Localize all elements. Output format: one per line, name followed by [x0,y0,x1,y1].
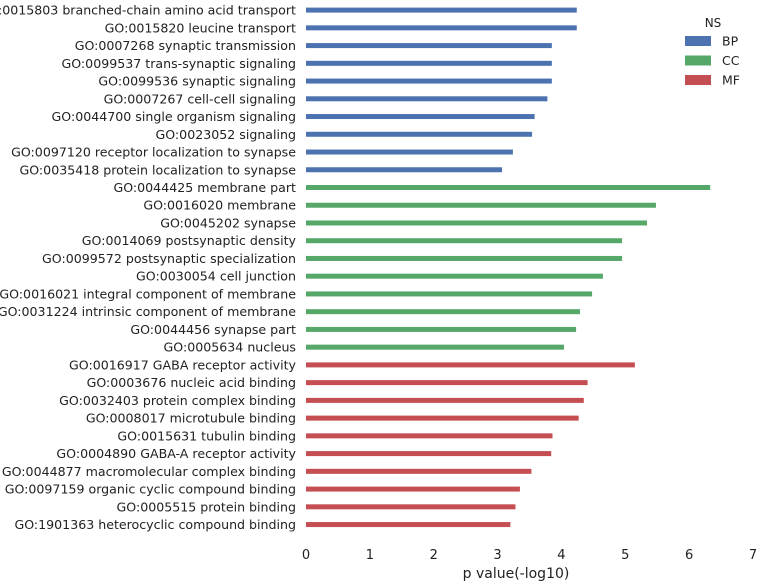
legend-label-bp: BP [722,34,739,49]
bar-bp-3 [306,60,552,66]
legend: NS BP CC MF [685,16,740,88]
bar-mf-0 [306,362,635,368]
bar-mf-1 [306,380,588,386]
bar-bp-0 [306,7,577,13]
bar-cc-0 [306,185,711,190]
bar-bp-1 [306,25,577,31]
bar-bp-2 [306,43,552,49]
category-label: GO:0008017 microtubule binding [86,411,296,426]
category-label: GO:0023052 signaling [155,127,296,142]
bar-bp-9 [306,167,503,173]
x-tick-5: 5 [621,548,629,563]
x-tick-6: 6 [685,548,693,563]
bar-mf-7 [306,486,520,492]
category-label: GO:0044456 synapse part [130,322,296,337]
category-label: GO:0035418 protein localization to synap… [19,162,296,177]
bar-bp-8 [306,149,513,155]
x-tick-2: 2 [430,548,438,563]
category-label: GO:0099537 trans-synaptic signaling [61,56,296,71]
category-label: GO:0097159 organic cyclic compound bindi… [5,482,296,497]
bar-mf-5 [306,451,552,457]
bar-bp-4 [306,78,552,84]
category-label: GO:0099536 synaptic signaling [98,74,296,89]
category-label: GO:0016917 GABA receptor activity [69,357,297,372]
category-label: GO:0044425 membrane part [113,180,296,195]
bar-cc-8 [306,326,577,332]
category-label: GO:0014069 postsynaptic density [82,233,297,248]
legend-swatch-cc [685,55,711,66]
x-tick-1: 1 [366,548,374,563]
bar-mf-6 [306,468,532,474]
x-tick-4: 4 [557,548,565,563]
legend-label-cc: CC [722,53,740,68]
category-label: GO:0032403 protein complex binding [59,393,296,408]
category-label: GO:0007268 synaptic transmission [75,38,296,53]
category-label: GO:0031224 intrinsic component of membra… [0,304,296,319]
bar-cc-4 [306,255,623,261]
bar-bp-6 [306,114,535,120]
bar-mf-8 [306,504,516,510]
bar-mf-4 [306,433,553,439]
category-label: GO:1901363 heterocyclic compound binding [14,517,296,532]
legend-swatch-mf [685,75,711,85]
category-label: GO:0030054 cell junction [136,269,296,284]
bar-mf-2 [306,397,584,403]
x-axis-label: p value(-log10) [463,566,570,582]
x-tick-0: 0 [302,548,310,563]
category-label: GO:0007267 cell-cell signaling [104,91,296,106]
x-tick-labels: 0 1 2 3 4 5 6 7 [302,548,757,563]
category-label: GO:0016021 integral component of membran… [0,286,296,301]
bar-cc-1 [306,202,656,208]
category-label: GO:0044877 macromolecular complex bindin… [2,464,296,479]
x-tick-3: 3 [493,548,501,563]
bar-bp-5 [306,96,548,102]
bar-mf-3 [306,415,579,421]
category-label: GO:0016020 membrane [143,198,296,213]
legend-swatch-bp [685,36,711,46]
bar-cc-6 [306,291,593,297]
category-label: GO:0015820 leucine transport [105,20,296,35]
legend-label-mf: MF [722,73,740,88]
category-label: GO:0097120 receptor localization to syna… [11,145,296,160]
bar-cc-5 [306,273,603,279]
y-tick-labels: GO:0015803 branched-chain amino acid tra… [0,3,297,532]
category-label: GO:0004890 GABA-A receptor activity [56,446,296,461]
bar-cc-3 [306,238,623,244]
bar-bp-7 [306,131,533,137]
bar-cc-7 [306,309,580,315]
category-label: GO:0005515 protein binding [117,499,297,514]
bar-mf-9 [306,522,511,528]
bar-cc-2 [306,220,647,226]
x-tick-7: 7 [749,548,757,563]
category-label: GO:0003676 nucleic acid binding [87,375,296,390]
category-label: GO:0005634 nucleus [164,340,296,355]
category-label: GO:0099572 postsynaptic specialization [42,251,296,266]
category-label: GO:0045202 synapse [160,215,296,230]
legend-title: NS [705,16,722,30]
category-label: GO:0015803 branched-chain amino acid tra… [0,3,296,18]
category-label: GO:0015631 tubulin binding [117,428,296,443]
bars-group [306,7,711,528]
bar-cc-9 [306,344,564,350]
category-label: GO:0044700 single organism signaling [52,109,296,124]
